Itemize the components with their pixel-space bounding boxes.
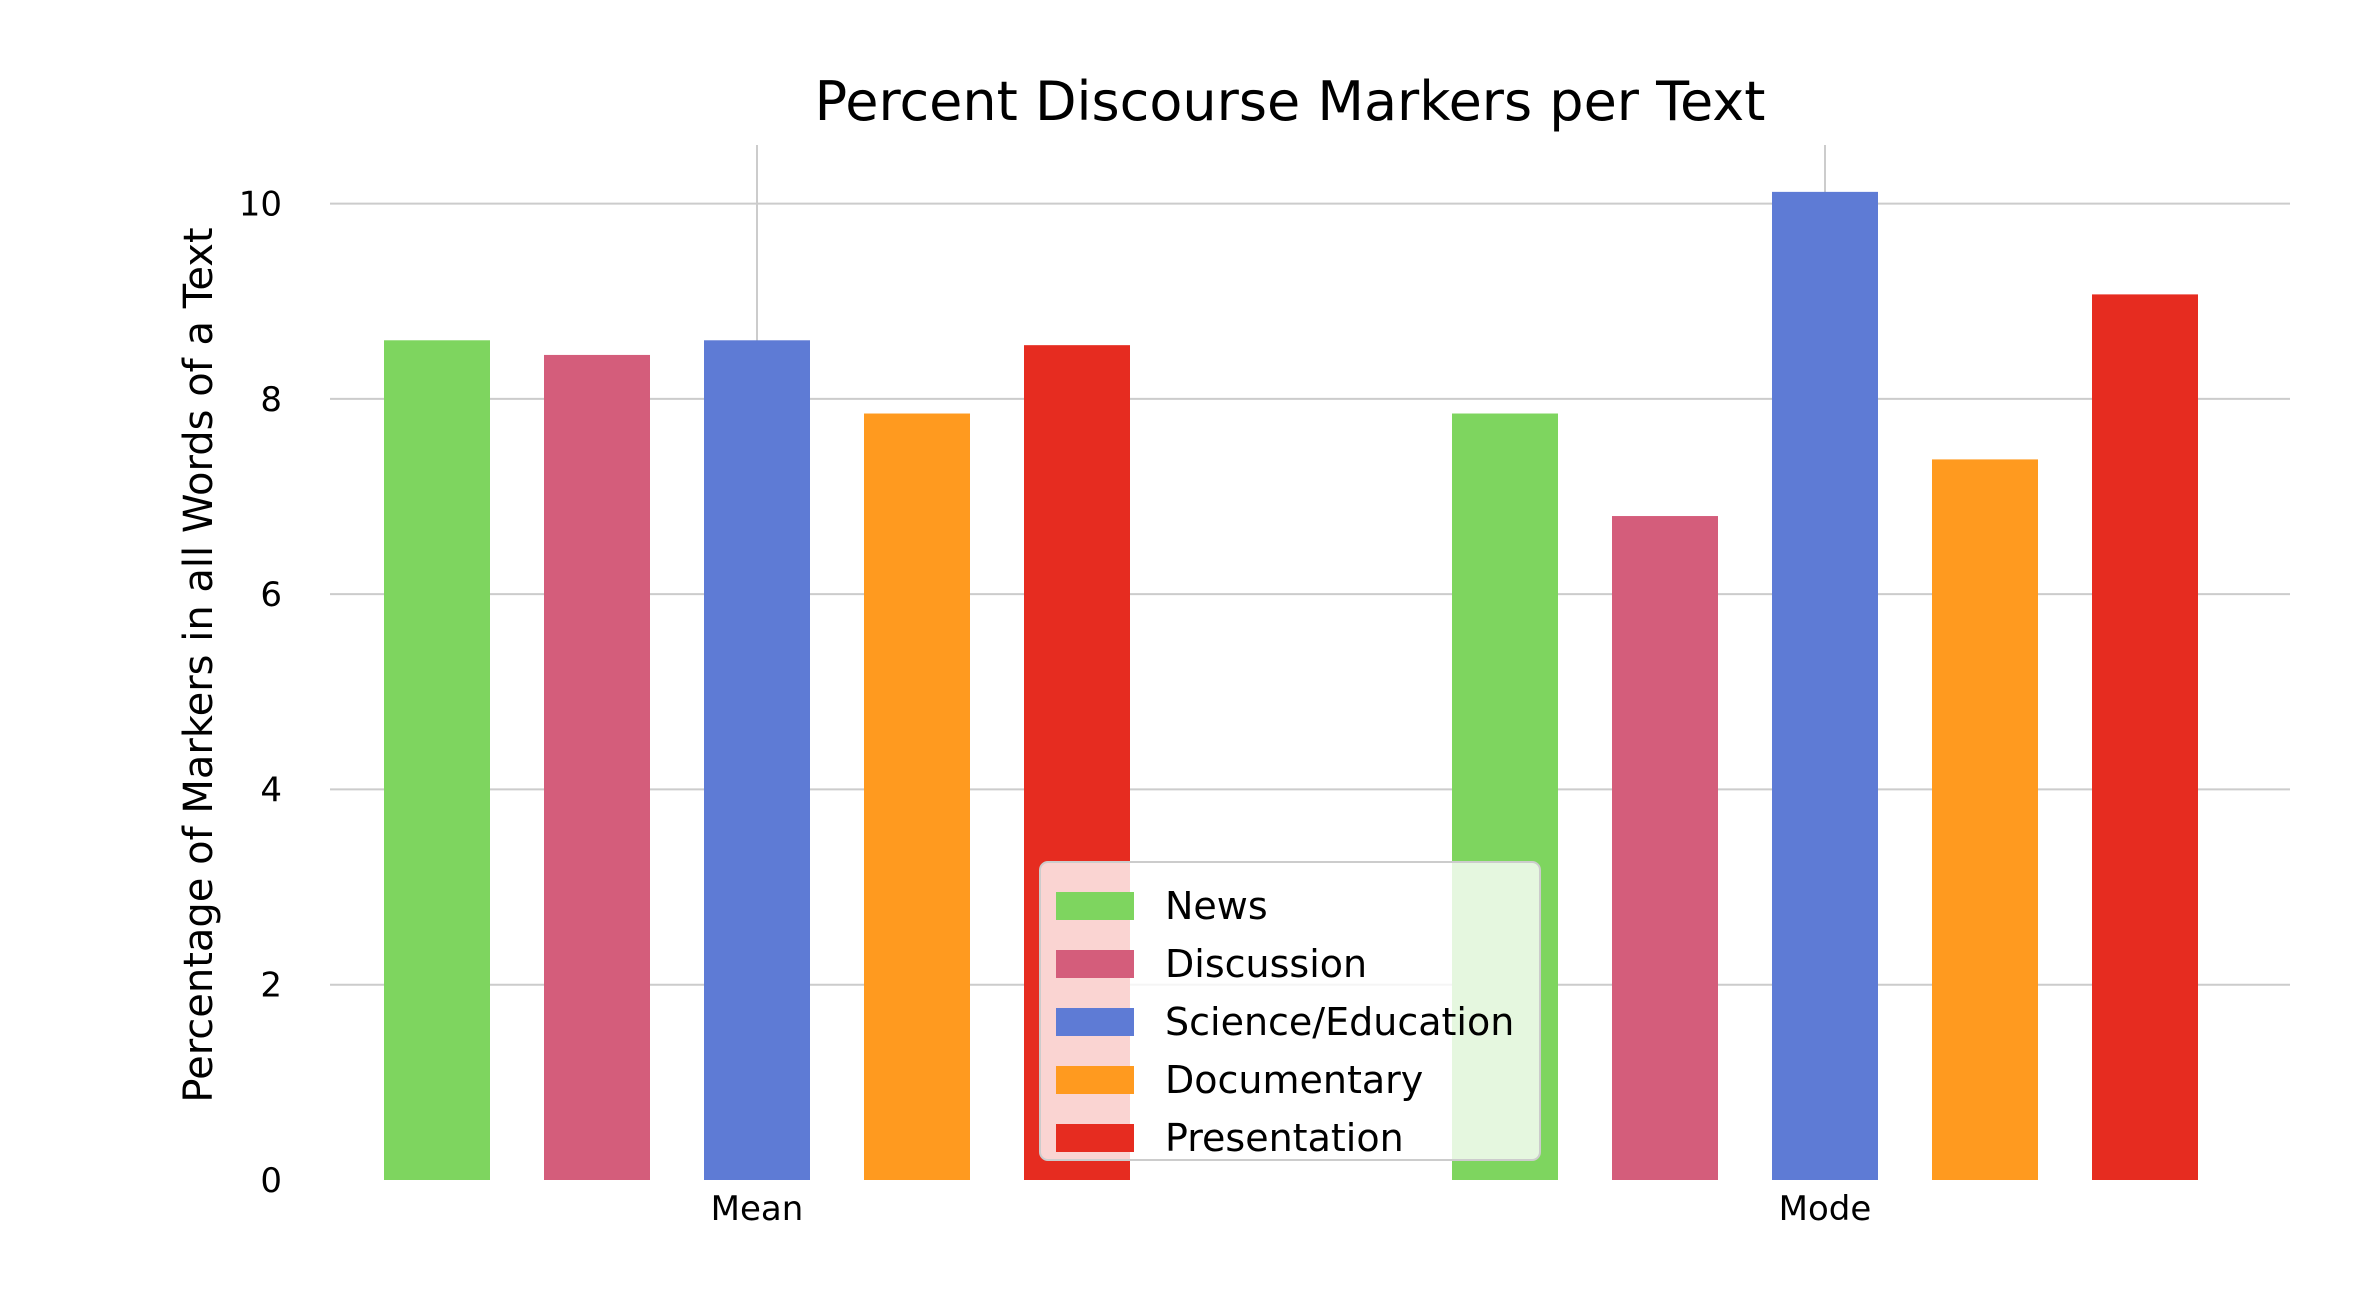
bar-news-mean	[384, 340, 490, 1180]
legend: News Discussion Science/Education Documenta…	[1039, 861, 1541, 1161]
legend-label-discussion: Discussion	[1165, 942, 1367, 986]
legend-label-science-education: Science/Education	[1165, 1000, 1514, 1044]
x-tick-label-mode: Mode	[1779, 1189, 1872, 1229]
legend-swatch-science-education	[1056, 1008, 1134, 1036]
bar-presentation-mode	[2092, 294, 2198, 1181]
bar-science-education-mean	[704, 340, 810, 1180]
legend-swatch-documentary	[1056, 1066, 1134, 1094]
y-tick-label-2: 4	[260, 770, 282, 810]
legend-label-presentation: Presentation	[1165, 1116, 1404, 1160]
legend-swatch-discussion	[1056, 950, 1134, 978]
y-tick-label-3: 6	[260, 575, 282, 615]
y-tick-label-1: 2	[260, 966, 282, 1006]
y-tick-label-5: 10	[239, 185, 282, 225]
y-tick-label-0: 0	[260, 1161, 282, 1201]
x-tick-label-mean: Mean	[711, 1189, 804, 1229]
chart-title: Percent Discourse Markers per Text	[815, 70, 1766, 133]
legend-box	[1039, 861, 1541, 1161]
bar-documentary-mode	[1932, 459, 2038, 1181]
x-tick-labels: Mean Mode	[711, 1189, 1872, 1229]
bar-discussion-mean	[544, 354, 650, 1180]
bar-documentary-mean	[864, 413, 970, 1180]
y-tick-label-4: 8	[260, 380, 282, 420]
bar-science-education-mode	[1772, 191, 1878, 1180]
legend-swatch-presentation	[1056, 1124, 1134, 1152]
y-axis-label: Percentage of Markers in all Words of a …	[176, 227, 222, 1102]
y-tick-labels: 0 2 4 6 8 10	[239, 185, 282, 1201]
legend-label-documentary: Documentary	[1165, 1058, 1423, 1102]
legend-label-news: News	[1165, 884, 1268, 928]
bar-discussion-mode	[1612, 516, 1718, 1180]
legend-swatch-news	[1056, 892, 1134, 920]
